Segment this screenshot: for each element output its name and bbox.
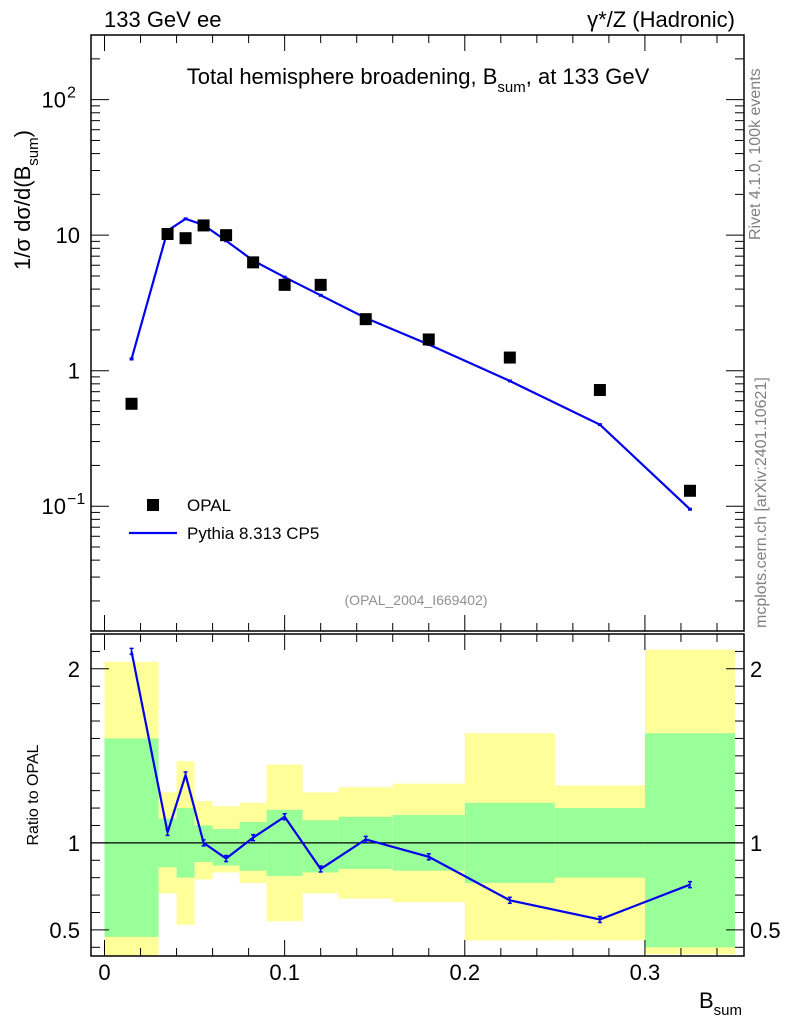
data-point [125, 397, 138, 410]
ratio-y-tick-label-right: 1 [750, 831, 762, 856]
data-point [422, 333, 435, 346]
ratio-y-tick-label-left: 1 [68, 831, 80, 856]
legend: OPAL Pythia 8.313 CP5 [129, 496, 319, 543]
ratio-y-tick-label-right: 0.5 [750, 918, 781, 943]
main-y-tick-label: 10 [56, 223, 80, 248]
ratio-band-inner [302, 820, 339, 873]
main-ylabel-tail: ) [10, 130, 35, 137]
data-point [359, 313, 372, 326]
data-marker-layer [125, 219, 696, 497]
analysis-id: (OPAL_2004_I669402) [345, 592, 488, 608]
header-left-title: 133 GeV ee [104, 7, 221, 32]
data-point [593, 384, 606, 397]
ratio-y-tick-label-left: 2 [68, 657, 80, 682]
ratio-band-inner [644, 733, 735, 948]
legend-label-pythia: Pythia 8.313 CP5 [187, 524, 319, 543]
main-title: Total hemisphere broadening, Bsum, at 13… [187, 64, 650, 96]
side-text-rivet: Rivet 4.1.0, 100k events [747, 68, 764, 240]
data-point [683, 484, 696, 497]
x-tick-label: 0.1 [269, 960, 300, 985]
main-frame [90, 34, 745, 632]
data-point [314, 278, 327, 291]
ratio-frame [90, 633, 745, 957]
main-title-tail: , at 133 GeV [526, 64, 650, 89]
data-point [503, 351, 516, 364]
ratio-y-tick-label-right: 2 [750, 657, 762, 682]
main-ylabel-text: 1/σ dσ/d(B [10, 166, 35, 270]
main-y-tick-label: 10 [42, 88, 66, 113]
x-axis-label: Bsum [699, 988, 742, 1019]
x-axis-label-sub: sum [714, 1002, 742, 1019]
main-title-text: Total hemisphere broadening, B [187, 64, 498, 89]
data-point [179, 232, 192, 245]
main-y-tick-label: 1 [68, 359, 80, 384]
legend-marker-opal [147, 499, 159, 511]
main-y-tick-label: 10 [42, 494, 66, 519]
main-y-tick-exponent: −1 [67, 491, 85, 508]
x-tick-label: 0.3 [630, 960, 661, 985]
data-point [220, 229, 233, 242]
main-y-tick-exponent: 2 [67, 85, 76, 102]
ratio-band-inner [104, 738, 159, 937]
x-tick-label: 0 [98, 960, 110, 985]
main-title-sub: sum [497, 79, 525, 96]
data-point [161, 228, 174, 241]
legend-label-opal: OPAL [187, 496, 231, 515]
side-text-mcplots: mcplots.cern.ch [arXiv:2401.10621] [753, 377, 770, 628]
main-ylabel-sub: sum [25, 137, 42, 165]
ratio-y-tick-label-left: 0.5 [49, 918, 80, 943]
x-tick-label: 0.2 [449, 960, 480, 985]
data-point [247, 256, 260, 269]
ratio-line-layer [129, 647, 692, 924]
main-ylabel: 1/σ dσ/d(Bsum) [10, 130, 42, 270]
header-right-title: γ*/Z (Hadronic) [587, 7, 735, 32]
ratio-ylabel: Ratio to OPAL [25, 744, 42, 845]
data-point [278, 278, 291, 291]
ratio-band-inner [239, 821, 267, 871]
x-axis-label-text: B [699, 988, 714, 1013]
data-point [197, 219, 210, 232]
